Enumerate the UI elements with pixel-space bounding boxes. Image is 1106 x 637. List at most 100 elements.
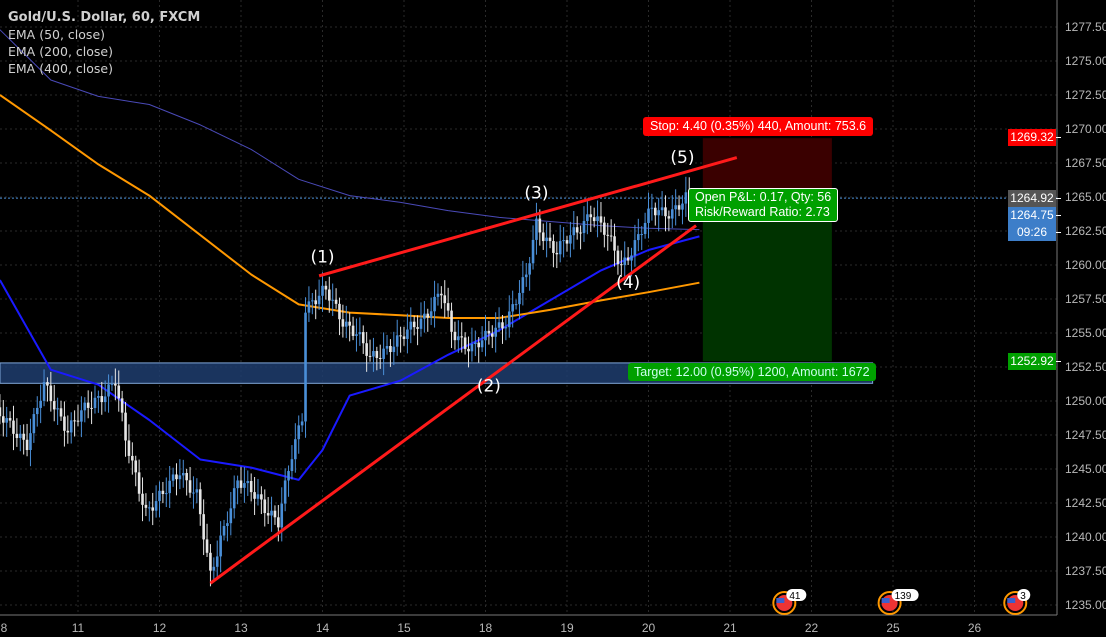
time-tick-label: 19 <box>560 621 574 635</box>
candle-body <box>256 494 260 499</box>
economic-event-icon[interactable]: 41 <box>772 589 807 615</box>
candle-body <box>15 433 19 439</box>
candle-body <box>616 250 620 265</box>
candle-body <box>253 492 256 499</box>
candle-body <box>548 237 552 242</box>
price-tick-label: 1257.50 <box>1065 292 1106 306</box>
candle-body <box>426 313 430 318</box>
candle-body <box>185 473 188 481</box>
candle-body <box>100 396 104 403</box>
time-tick-label: 22 <box>805 621 819 635</box>
wave-label: (1) <box>310 247 334 267</box>
event-count: 41 <box>789 591 801 602</box>
candle-body <box>178 475 182 480</box>
candle-body <box>609 235 613 237</box>
time-tick-label: 26 <box>968 621 982 635</box>
candle-body <box>497 322 501 328</box>
candle-body <box>161 490 165 495</box>
candle-body <box>579 232 582 234</box>
flag-canton <box>1007 598 1016 603</box>
candle-body <box>552 241 555 253</box>
candle-body <box>664 207 667 217</box>
candle-body <box>372 351 375 357</box>
indicator-ema50[interactable]: EMA (50, close) <box>8 27 106 42</box>
price-tick-label: 1237.50 <box>1065 564 1106 578</box>
candle-body <box>277 517 280 528</box>
candle-body <box>52 401 56 410</box>
candle-body <box>344 321 348 327</box>
economic-event-icon[interactable]: 3 <box>1003 589 1031 615</box>
candle-body <box>457 336 460 341</box>
candle-body <box>168 480 171 494</box>
stop-price-tag: 1269.32 <box>1008 129 1061 146</box>
candle-body <box>304 312 307 422</box>
price-tick-label: 1252.50 <box>1065 360 1106 374</box>
candle-body <box>69 420 73 433</box>
event-count-badge <box>786 589 807 601</box>
candle-body <box>283 480 287 504</box>
time-tick-label: 13 <box>234 621 248 635</box>
ema-line-0 <box>0 235 700 481</box>
candle-body <box>338 303 341 320</box>
price-tick-label: 1240.00 <box>1065 530 1106 544</box>
target-label[interactable]: Target: 12.00 (0.95%) 1200, Amount: 1672 <box>628 363 876 381</box>
candle-body <box>416 327 419 329</box>
time-tick-label: 25 <box>886 621 900 635</box>
candle-body <box>589 214 593 218</box>
candle-body <box>586 214 589 222</box>
position-info[interactable]: Open P&L: 0.17, Qty: 56 Risk/Reward Rati… <box>688 188 839 222</box>
candle-body <box>32 414 36 434</box>
candle-body <box>453 331 457 341</box>
price-tick-label: 1270.00 <box>1065 122 1106 136</box>
candle-body <box>409 321 413 330</box>
target-zone <box>702 198 832 362</box>
candle-body <box>192 492 195 494</box>
economic-event-icon[interactable]: 139 <box>877 589 919 615</box>
candle-body <box>49 385 53 402</box>
candle-body <box>317 295 321 305</box>
indicator-ema200[interactable]: EMA (200, close) <box>8 44 113 59</box>
candle-body <box>660 207 664 211</box>
candle-body <box>158 490 161 502</box>
price-tick-label: 1255.00 <box>1065 326 1106 340</box>
candle-body <box>90 407 93 409</box>
candle-body <box>195 489 199 493</box>
indicator-ema400[interactable]: EMA (400, close) <box>8 61 113 76</box>
candle-body <box>307 301 311 313</box>
candle-body <box>385 346 389 349</box>
candle-body <box>73 420 76 422</box>
candle-body <box>637 234 640 241</box>
candle-body <box>294 439 297 460</box>
symbol-title[interactable]: Gold/U.S. Dollar, 60, FXCM <box>8 10 201 25</box>
candle-body <box>148 507 151 509</box>
candles <box>0 176 691 587</box>
candle-body <box>477 342 481 348</box>
wave-label: (3) <box>524 183 548 203</box>
candle-body <box>361 332 365 344</box>
candle-body <box>83 402 87 411</box>
candle-body <box>263 499 267 514</box>
candle-body <box>494 327 497 337</box>
bar-countdown: 09:26 <box>1008 224 1061 241</box>
candle-body <box>565 240 569 244</box>
candle-body <box>1 416 5 423</box>
candle-body <box>35 407 39 415</box>
candle-body <box>42 382 46 401</box>
price-tick-label: 1247.50 <box>1065 428 1106 442</box>
candle-body <box>314 300 318 305</box>
candle-body <box>575 227 579 233</box>
candle-body <box>229 508 233 524</box>
time-tick-label: 11 <box>72 621 85 635</box>
candle-body <box>514 304 518 306</box>
candle-body <box>558 241 562 255</box>
stop-label[interactable]: Stop: 4.40 (0.35%) 440, Amount: 753.6 <box>643 117 874 136</box>
trendline <box>209 224 697 585</box>
candle-body <box>620 264 623 266</box>
ema-line-1 <box>0 94 700 319</box>
candle-body <box>443 295 447 304</box>
candle-body <box>592 217 596 222</box>
candle-body <box>674 205 677 210</box>
candle-body <box>324 285 328 290</box>
price-tick-label: 1272.50 <box>1065 88 1106 102</box>
